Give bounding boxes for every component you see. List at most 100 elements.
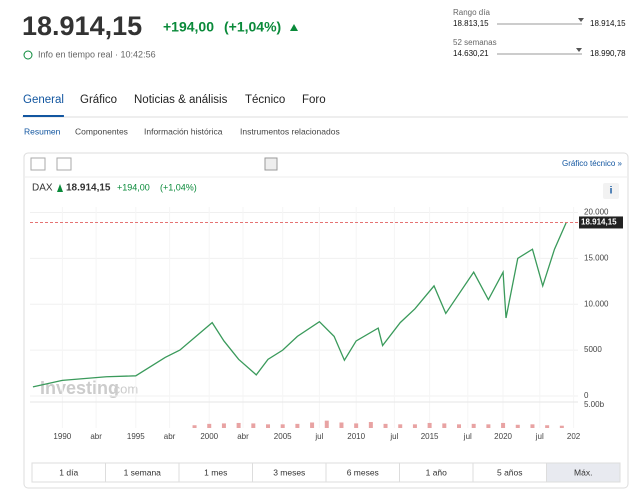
volume-bar — [383, 423, 388, 428]
tab[interactable]: General — [23, 94, 64, 106]
price: 18.914,15 — [22, 11, 142, 41]
tab[interactable]: Noticias & análisis — [134, 94, 228, 106]
x-tick-label: 2015 — [421, 432, 439, 441]
candle-icon[interactable] — [30, 157, 46, 171]
volume-bar — [339, 422, 344, 428]
change: +194,00 — [163, 19, 214, 35]
tech-chart-link[interactable]: Gráfico técnico » — [562, 159, 623, 168]
range-high: 18.914,15 — [590, 19, 626, 28]
x-tick-label: 202 — [567, 432, 581, 441]
legend-arrow — [57, 184, 63, 192]
last-price-box — [579, 216, 623, 229]
volume-bar — [192, 425, 197, 428]
period-button[interactable] — [546, 462, 621, 483]
volume-bar — [486, 424, 491, 428]
legend-pct: (+1,04%) — [160, 182, 197, 192]
y-tick-label: 10.000 — [584, 299, 609, 308]
volume-bar — [354, 423, 359, 428]
x-tick-label: abr — [90, 432, 102, 441]
period-label: 3 meses — [273, 467, 305, 477]
ranges: Rango día 18.813,15 18.914,15 52 semanas 14.… — [453, 8, 626, 58]
x-tick-label: 2005 — [274, 432, 292, 441]
range-low: 14.630,21 — [453, 49, 489, 58]
chart-panel — [23, 152, 629, 489]
indicator-icon[interactable] — [264, 157, 278, 171]
period-label: 1 día — [59, 467, 78, 477]
volume-bar — [427, 422, 432, 428]
volume-bar — [207, 423, 212, 428]
tab[interactable]: Foro — [302, 94, 326, 106]
volume-bar — [280, 424, 285, 428]
y-tick-label: 5000 — [584, 345, 602, 354]
range-marker — [578, 18, 584, 22]
plot: 0 5000 10.000 15.000 20.000 1990 abr 1995 abr 200… — [30, 207, 623, 441]
x-tick-label: 1990 — [53, 432, 71, 441]
range-label: 52 semanas — [453, 38, 497, 47]
watermark-com: .com — [110, 381, 138, 396]
symbol: DAX — [32, 183, 53, 194]
periods: 1 día 1 semana 1 mes 3 meses 6 meses 1 año 5 a… — [31, 462, 621, 483]
tab[interactable]: Técnico — [245, 94, 285, 106]
volume-bar — [545, 425, 550, 428]
volume-bar — [324, 420, 329, 428]
x-tick-label: abr — [164, 432, 176, 441]
period-label: 5 años — [497, 467, 523, 477]
range-high: 18.990,78 — [590, 49, 626, 58]
legend-last: 18.914,15 — [66, 183, 111, 194]
subtab[interactable]: Instrumentos relacionados — [240, 126, 340, 136]
x-tick-label: jul — [389, 432, 398, 441]
volume-bar — [442, 423, 447, 428]
x-tick-label: 1995 — [127, 432, 145, 441]
volume-bar — [471, 423, 476, 428]
clock-icon — [23, 50, 33, 60]
status: Info en tiempo real · 10:42:56 — [38, 49, 156, 59]
subtab[interactable]: Resumen — [24, 126, 61, 136]
x-tick-label: jul — [314, 432, 323, 441]
volume-bar — [515, 424, 520, 428]
volume-bar — [456, 424, 461, 428]
period-label: 6 meses — [347, 467, 379, 477]
x-tick-label: abr — [237, 432, 249, 441]
x-tick-label: 2020 — [494, 432, 512, 441]
y-tick-label: 20.000 — [584, 208, 609, 217]
area-icon[interactable] — [56, 157, 72, 171]
y-tick-label: 15.000 — [584, 253, 609, 262]
x-tick-label: jul — [535, 432, 544, 441]
watermark: Investing — [40, 378, 119, 398]
subtab[interactable]: Componentes — [75, 126, 128, 136]
range-label: Rango día — [453, 8, 490, 17]
volume-bar — [251, 423, 256, 428]
tab[interactable]: Gráfico — [80, 94, 117, 106]
period-label: 1 mes — [204, 467, 227, 477]
volume-bar — [221, 423, 226, 428]
volume-bar — [310, 422, 315, 428]
info-button[interactable] — [603, 183, 619, 199]
info-icon: i — [610, 186, 613, 197]
volume-bar — [295, 423, 300, 428]
y-tick-label: 0 — [584, 391, 589, 400]
subtab[interactable]: Información histórica — [144, 126, 223, 136]
volume-bar — [236, 422, 241, 428]
up-arrow — [290, 24, 298, 31]
last-price-label: 18.914,15 — [581, 218, 617, 227]
x-tick-label: 2000 — [200, 432, 218, 441]
period-label: 1 semana — [124, 467, 162, 477]
change-pct: (+1,04%) — [224, 19, 281, 35]
volume-bar — [412, 424, 417, 428]
period-label: Máx. — [574, 467, 592, 477]
y2-tick-label: 5.00b — [584, 400, 605, 409]
volume-bar — [559, 425, 564, 428]
volume-bar — [501, 422, 506, 428]
legend-change: +194,00 — [117, 182, 150, 192]
volume-bar — [368, 422, 373, 428]
x-tick-label: 2010 — [347, 432, 365, 441]
period-label: 1 año — [426, 467, 448, 477]
range-low: 18.813,15 — [453, 19, 489, 28]
volume-bar — [266, 424, 271, 428]
volume-bar — [398, 424, 403, 428]
volume-bar — [530, 424, 535, 428]
price-line — [32, 222, 567, 388]
x-tick-label: jul — [463, 432, 472, 441]
range-marker — [576, 48, 582, 52]
